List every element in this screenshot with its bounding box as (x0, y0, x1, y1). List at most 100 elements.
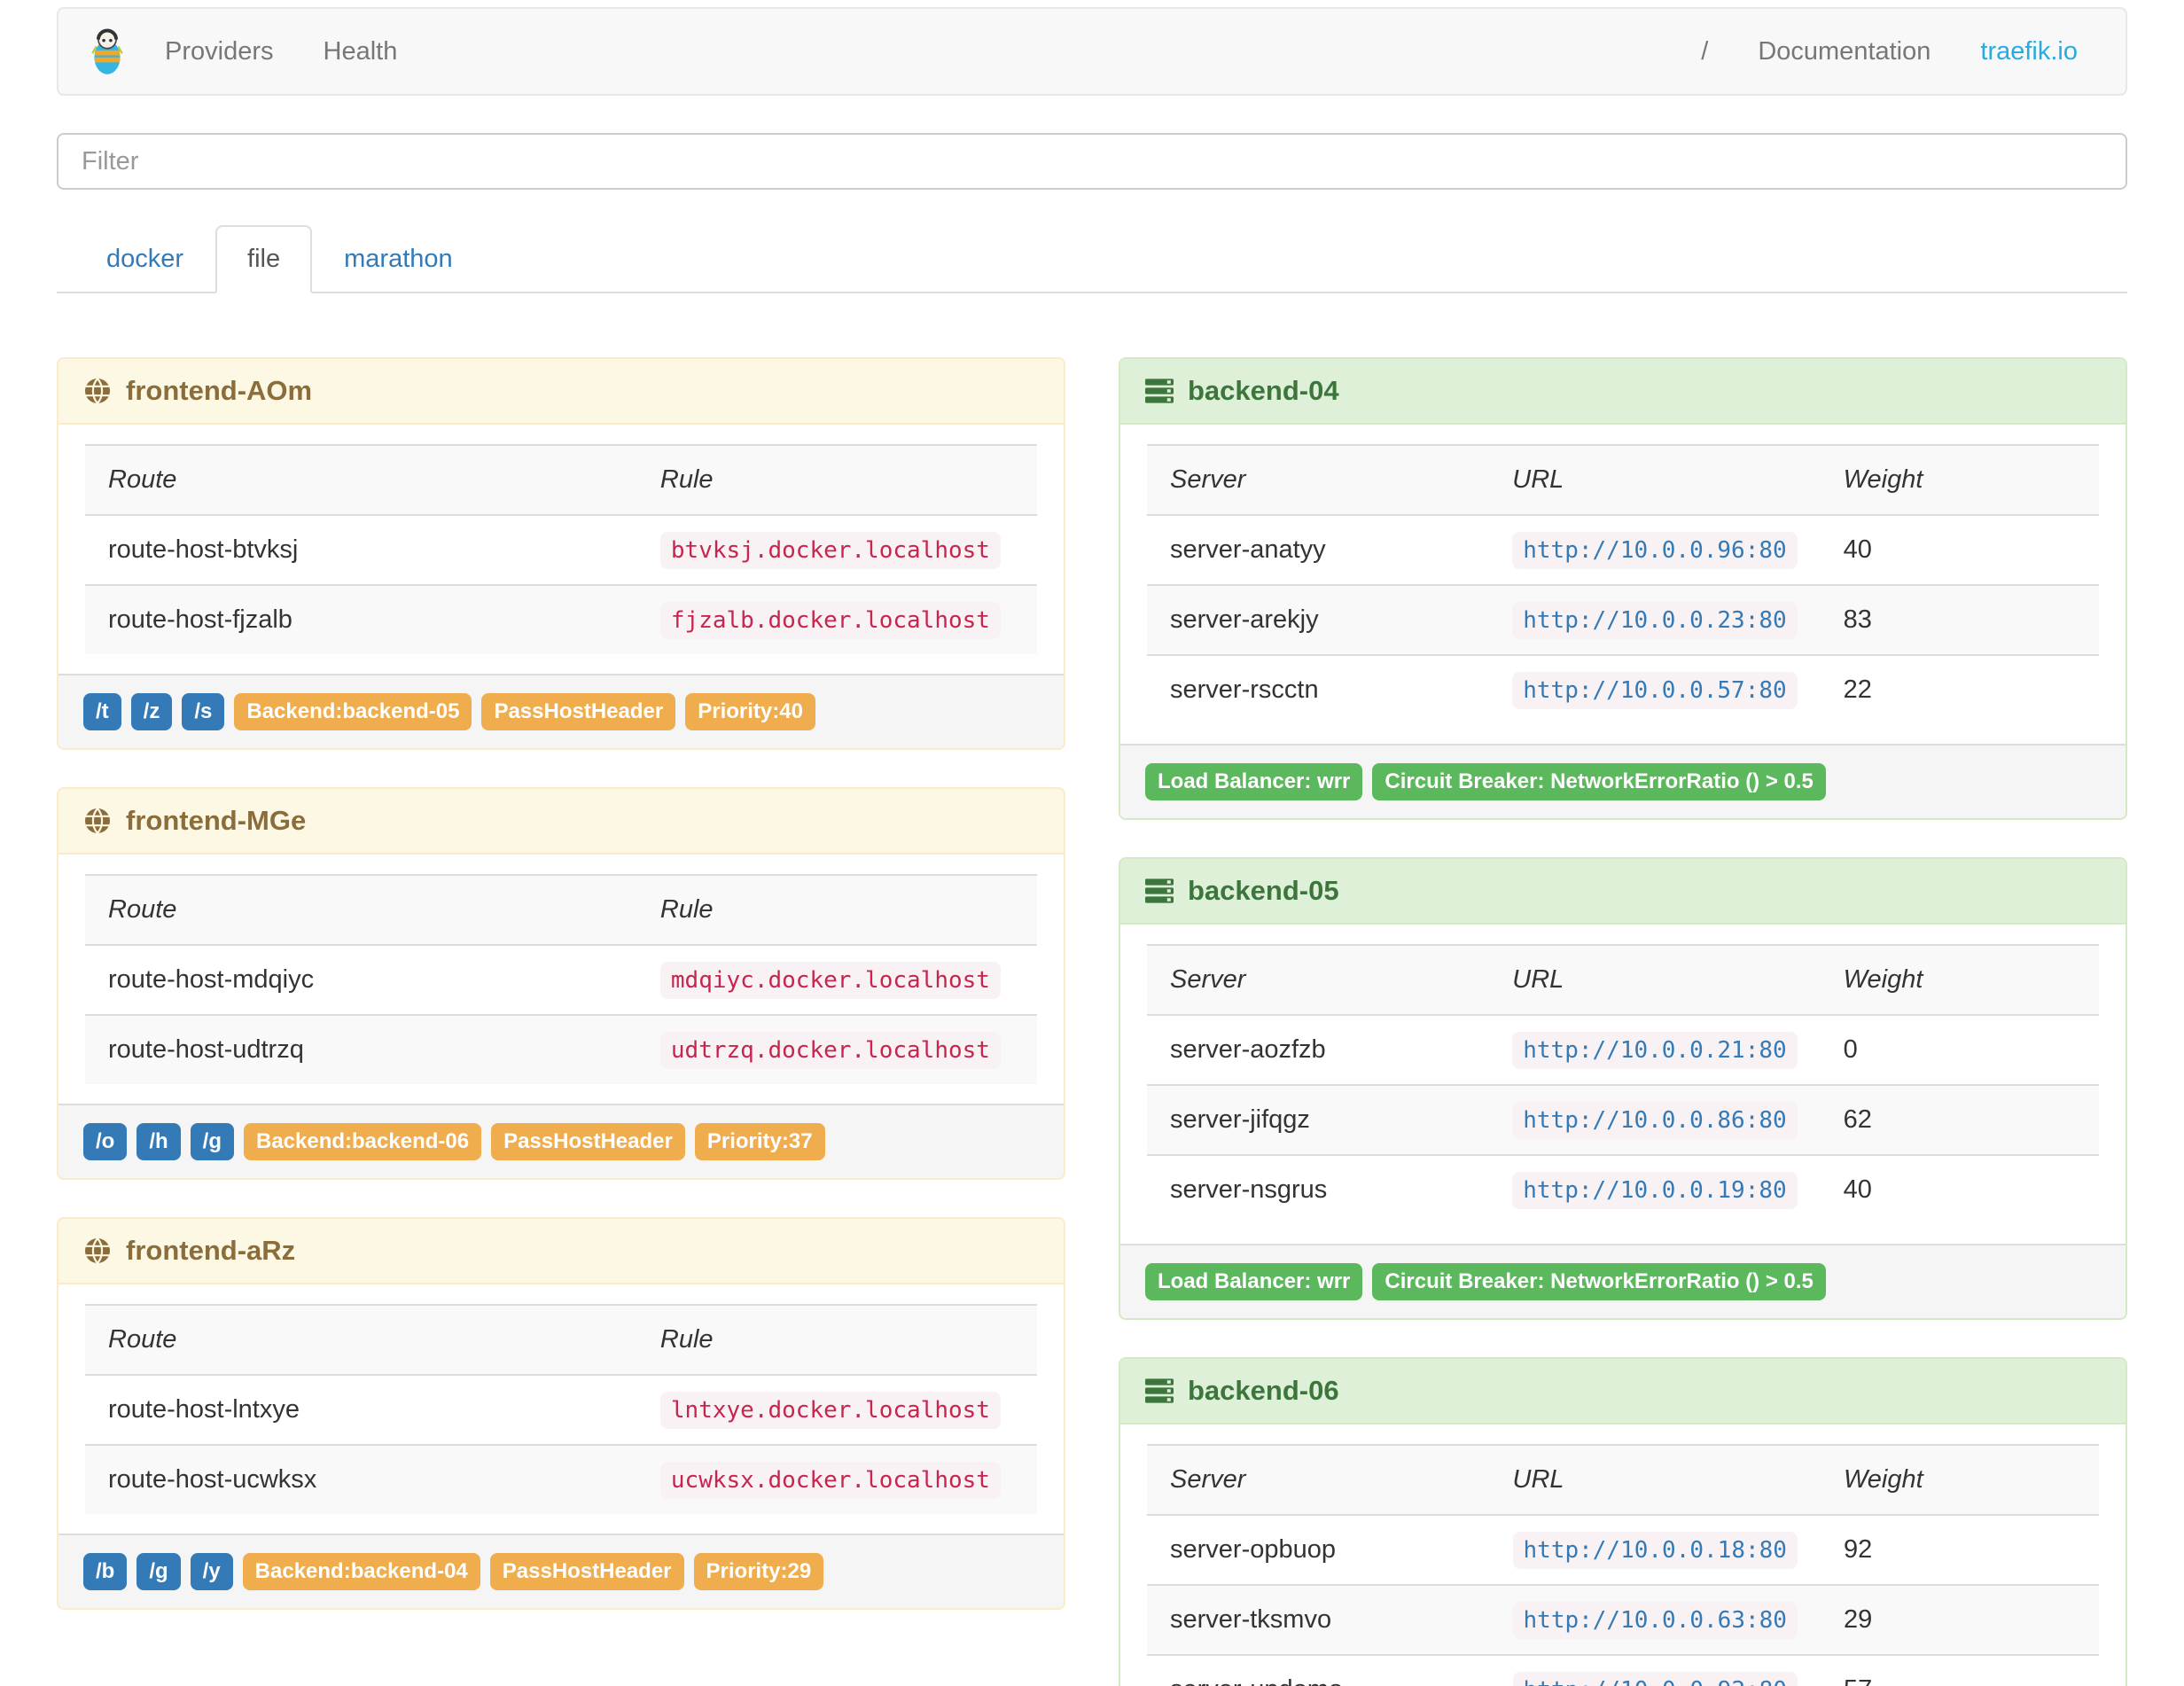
column-header-route: Route (85, 875, 637, 945)
route-rule: mdqiyc.docker.localhost (659, 962, 1001, 999)
filter-input[interactable] (57, 133, 2127, 190)
backend-card: backend-05 Server URL Weight server-aozf… (1119, 857, 2127, 1320)
server-url-link[interactable]: http://10.0.0.18:80 (1512, 1532, 1798, 1569)
provider-content: frontend-AOm Route Rule route-host-btvks… (57, 357, 2127, 1686)
server-url-link[interactable]: http://10.0.0.23:80 (1512, 602, 1798, 639)
frontend-title: frontend-aRz (126, 1235, 296, 1266)
route-badge: /g (190, 1123, 234, 1160)
route-badge: /y (190, 1553, 233, 1590)
priority-badge: Priority:29 (693, 1553, 824, 1590)
frontend-card-header: frontend-MGe (58, 789, 1064, 855)
backend-ref-badge: Backend:backend-06 (243, 1123, 482, 1160)
server-url-link[interactable]: http://10.0.0.21:80 (1512, 1032, 1798, 1069)
passhostheader-badge: PassHostHeader (489, 1553, 684, 1590)
backend-card-header: backend-06 (1120, 1359, 2126, 1425)
table-row: server-nsgrus http://10.0.0.19:80 40 (1147, 1155, 2099, 1224)
backend-card-header: backend-04 (1120, 359, 2126, 425)
server-url-link[interactable]: http://10.0.0.63:80 (1512, 1602, 1798, 1639)
column-header-weight: Weight (1820, 445, 2099, 515)
table-row: route-host-btvksj btvksj.docker.localhos… (85, 515, 1037, 585)
server-url-link[interactable]: http://10.0.0.19:80 (1512, 1172, 1798, 1209)
servers-table: Server URL Weight server-anatyy http://1… (1147, 444, 2099, 724)
routes-table: Route Rule route-host-btvksj btvksj.dock… (85, 444, 1037, 654)
nav-link-traefik-io[interactable]: traefik.io (1980, 36, 2078, 66)
server-name: server-jifqgz (1170, 1105, 1310, 1134)
frontend-card-footer: /t /z /s Backend:backend-05 PassHostHead… (58, 674, 1064, 748)
server-stack-icon (1145, 377, 1174, 405)
servers-table: Server URL Weight server-opbuop http://1… (1147, 1444, 2099, 1686)
route-name: route-host-mdqiyc (108, 965, 315, 994)
load-balancer-badge: Load Balancer: wrr (1145, 763, 1363, 800)
priority-badge: Priority:40 (685, 693, 815, 730)
backend-card-header: backend-05 (1120, 859, 2126, 925)
server-weight: 40 (1843, 535, 1872, 564)
route-badge: /o (83, 1123, 128, 1160)
server-name: server-aozfzb (1170, 1035, 1326, 1064)
route-name: route-host-fjzalb (108, 605, 292, 634)
table-row: route-host-mdqiyc mdqiyc.docker.localhos… (85, 945, 1037, 1015)
backend-title: backend-04 (1188, 375, 1339, 406)
server-weight: 22 (1843, 675, 1872, 704)
provider-tabs: docker file marathon (57, 225, 2127, 293)
server-name: server-rscctn (1170, 675, 1319, 704)
frontend-card-footer: /b /g /y Backend:backend-04 PassHostHead… (58, 1534, 1064, 1608)
route-rule: ucwksx.docker.localhost (659, 1462, 1001, 1499)
server-name: server-updomo (1147, 1655, 1490, 1686)
backend-card-footer: Load Balancer: wrr Circuit Breaker: Netw… (1120, 1244, 2126, 1318)
server-name: server-anatyy (1170, 535, 1326, 564)
table-row: server-jifqgz http://10.0.0.86:80 62 (1147, 1085, 2099, 1155)
route-rule: lntxye.docker.localhost (659, 1392, 1001, 1429)
table-row: route-host-udtrzq udtrzq.docker.localhos… (85, 1015, 1037, 1084)
route-name: route-host-udtrzq (108, 1035, 304, 1064)
column-header-route: Route (85, 445, 637, 515)
priority-badge: Priority:37 (694, 1123, 825, 1160)
column-header-rule: Rule (636, 875, 1037, 945)
routes-table: Route Rule route-host-lntxye lntxye.dock… (85, 1304, 1037, 1514)
backend-card-body: Server URL Weight server-aozfzb http://1… (1120, 925, 2126, 1244)
circuit-breaker-badge: Circuit Breaker: NetworkErrorRatio () > … (1372, 763, 1826, 800)
route-badge: /z (130, 693, 173, 730)
column-header-weight: Weight (1820, 1445, 2099, 1515)
table-row: server-opbuop http://10.0.0.18:80 92 (1147, 1515, 2099, 1585)
tab-file[interactable]: file (215, 225, 313, 293)
backend-card-body: Server URL Weight server-anatyy http://1… (1120, 425, 2126, 744)
route-badge: /b (83, 1553, 128, 1590)
nav-link-health[interactable]: Health (323, 36, 398, 66)
server-url-link[interactable]: http://10.0.0.96:80 (1512, 532, 1798, 569)
server-stack-icon (1145, 877, 1174, 905)
traefik-brand[interactable] (82, 27, 140, 76)
column-header-url: URL (1489, 1445, 1821, 1515)
nav-link-slash[interactable]: / (1701, 36, 1709, 66)
backend-card: backend-04 Server URL Weight server-anat… (1119, 357, 2127, 820)
passhostheader-badge: PassHostHeader (481, 693, 676, 730)
tab-marathon[interactable]: marathon (344, 245, 453, 273)
server-url-link[interactable]: http://10.0.0.86:80 (1512, 1102, 1798, 1139)
column-header-url: URL (1489, 445, 1821, 515)
route-badge: /s (182, 693, 225, 730)
load-balancer-badge: Load Balancer: wrr (1145, 1263, 1363, 1300)
column-header-route: Route (85, 1305, 637, 1375)
globe-icon (83, 1237, 112, 1265)
frontend-title: frontend-AOm (126, 375, 313, 406)
frontend-card-body: Route Rule route-host-mdqiyc mdqiyc.dock… (58, 855, 1064, 1104)
backend-ref-badge: Backend:backend-05 (234, 693, 472, 730)
table-row: server-arekjy http://10.0.0.23:80 83 (1147, 585, 2099, 655)
backend-title: backend-06 (1188, 1375, 1339, 1406)
traefik-logo-icon (87, 27, 128, 76)
server-url-link[interactable]: http://10.0.0.92:80 (1512, 1672, 1798, 1686)
route-badge: /h (136, 1123, 181, 1160)
column-header-weight: Weight (1820, 945, 2099, 1015)
column-header-rule: Rule (636, 445, 1037, 515)
routes-table: Route Rule route-host-mdqiyc mdqiyc.dock… (85, 874, 1037, 1084)
server-weight: 29 (1843, 1605, 1873, 1634)
route-name: route-host-lntxye (108, 1395, 300, 1424)
backend-card-body: Server URL Weight server-opbuop http://1… (1120, 1425, 2126, 1686)
server-url-link[interactable]: http://10.0.0.57:80 (1512, 672, 1798, 709)
table-row: server-anatyy http://10.0.0.96:80 40 (1147, 515, 2099, 585)
nav-link-documentation[interactable]: Documentation (1758, 36, 1931, 66)
server-weight: 0 (1843, 1035, 1858, 1064)
server-weight: 62 (1843, 1105, 1872, 1134)
nav-link-providers[interactable]: Providers (165, 36, 274, 66)
tab-docker[interactable]: docker (106, 245, 184, 273)
backend-ref-badge: Backend:backend-04 (242, 1553, 480, 1590)
